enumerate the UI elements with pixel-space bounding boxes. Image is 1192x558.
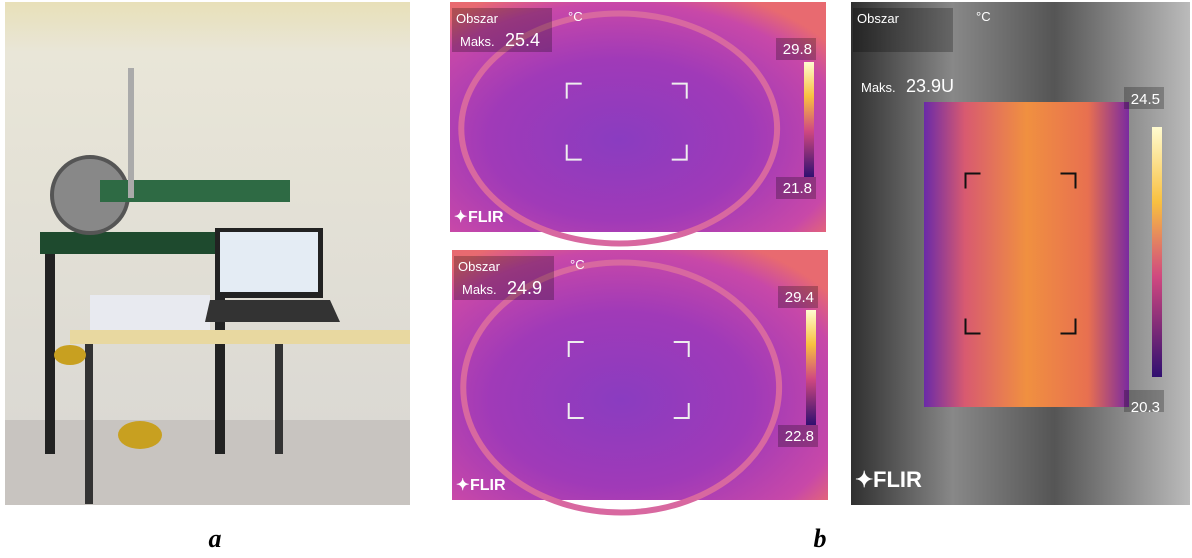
brand-logo: FLIR [873, 467, 922, 492]
thermal-image: Obszar °C Maks. 23.9U 24.5 20.3 FLIR✦ [851, 2, 1190, 505]
max-value: 24.9 [507, 278, 542, 298]
area-label: Obszar [458, 259, 501, 274]
unit-label: °C [568, 9, 583, 24]
area-label: Obszar [456, 11, 499, 26]
max-label: Maks. [460, 34, 495, 49]
temperature-scale [806, 310, 816, 425]
figure: a b Obszar°CMaks.25.429.821.8FLIR✦Obszar… [0, 0, 1192, 558]
thermal-image: Obszar °C Maks. 24.9 29.4 22.8 FLIR✦ [452, 250, 828, 513]
panel-label: a [209, 524, 222, 553]
unit-label: °C [570, 257, 585, 272]
temperature-scale [804, 62, 814, 177]
thermal-image: Obszar °C Maks. 25.4 29.8 21.8 FLIR✦ [450, 2, 826, 244]
area-label: Obszar [857, 11, 900, 26]
brand-logo: FLIR [468, 209, 504, 226]
max-label: Maks. [861, 80, 896, 95]
lab-photo [5, 2, 410, 505]
brand-icon: ✦ [456, 477, 469, 494]
max-label: Maks. [462, 282, 497, 297]
scale-min: 21.8 [783, 180, 812, 197]
panel-label: b [814, 524, 827, 553]
scale-max: 24.5 [1131, 91, 1160, 108]
brand-icon: ✦ [454, 209, 467, 226]
max-value: 23.9U [906, 76, 954, 96]
scale-min: 22.8 [785, 428, 814, 445]
unit-label: °C [976, 9, 991, 24]
max-value: 25.4 [505, 30, 540, 50]
scale-max: 29.4 [785, 289, 814, 306]
scale-max: 29.8 [783, 41, 812, 58]
temperature-scale [1152, 127, 1162, 377]
brand-logo: FLIR [470, 477, 506, 494]
thermal-overlay [924, 102, 1129, 407]
brand-icon: ✦ [855, 467, 873, 492]
scale-min: 20.3 [1131, 399, 1160, 416]
